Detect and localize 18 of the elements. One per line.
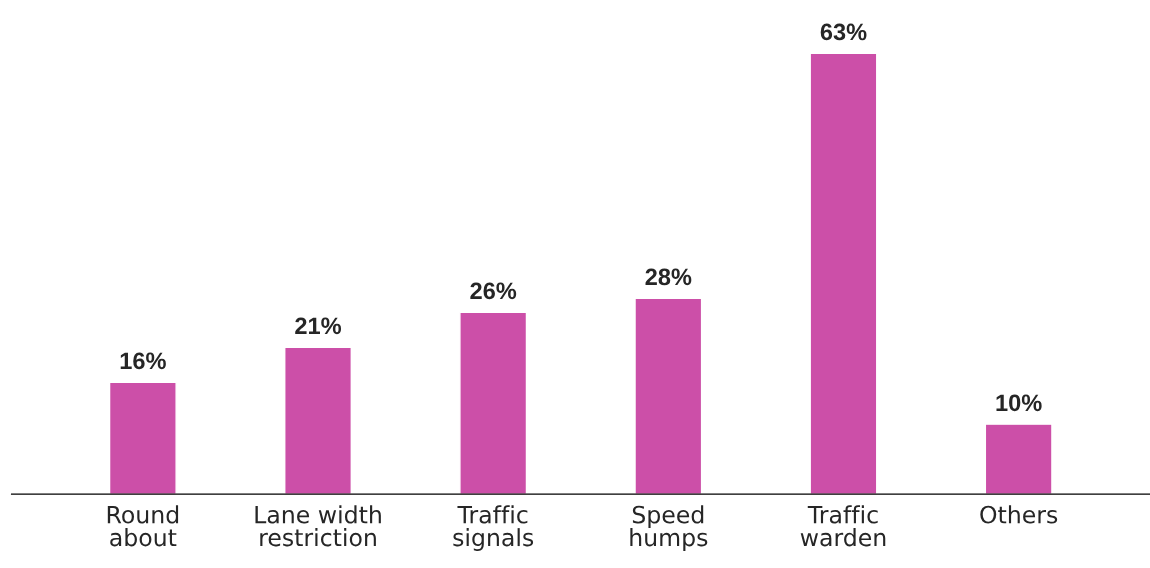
- bar: [809, 52, 878, 495]
- bar: [459, 311, 528, 495]
- data-label: 28%: [645, 268, 692, 286]
- bar: [108, 381, 177, 495]
- data-label: 21%: [295, 317, 342, 335]
- x-tick-label: Lane width restriction: [255, 505, 381, 547]
- x-tick-label: Traffic warden: [800, 505, 886, 547]
- bar: [984, 423, 1053, 495]
- data-label: 10%: [996, 394, 1042, 412]
- bar: [634, 297, 703, 495]
- data-label: 26%: [470, 282, 517, 300]
- bar: [284, 346, 352, 495]
- x-tick-label: Others: [980, 505, 1058, 524]
- data-label: 16%: [120, 352, 166, 370]
- x-tick-label: Round about: [107, 505, 179, 547]
- x-tick-label: Speed humps: [630, 505, 708, 551]
- data-label: 63%: [820, 23, 867, 41]
- x-tick-label: Traffic signals: [453, 505, 534, 551]
